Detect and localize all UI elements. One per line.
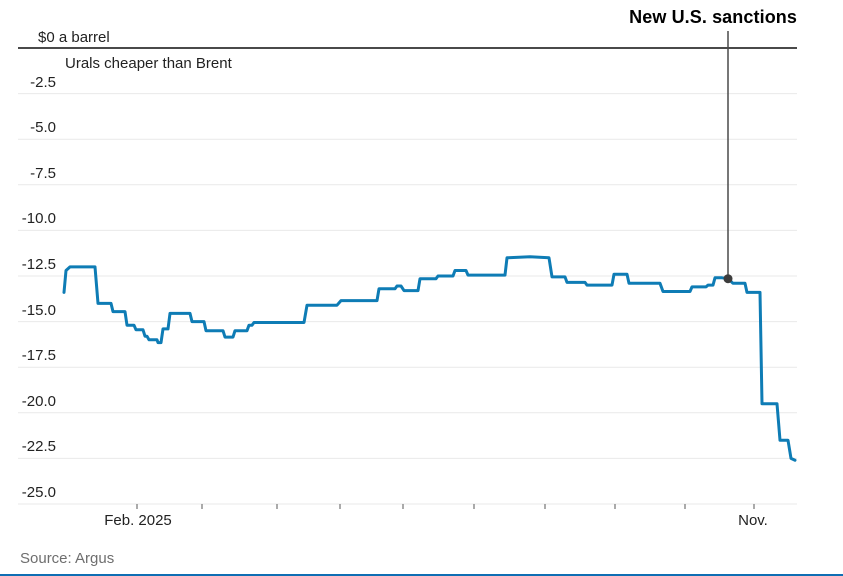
y-tick-label: -5.0 (30, 119, 56, 137)
y-tick-label: -25.0 (21, 484, 56, 501)
x-tick-label: Feb. 2025 (104, 512, 172, 529)
x-axis-ticks (136, 504, 755, 509)
y-tick-label: -17.5 (21, 347, 56, 365)
y-tick-label: -10.0 (21, 210, 56, 228)
y-tick-label: -2.5 (30, 73, 56, 91)
y-tick-label: -7.5 (30, 164, 56, 182)
gridlines (18, 93, 797, 505)
y-tick-label: -20.0 (21, 392, 56, 410)
x-tick-label: Nov. (738, 512, 768, 529)
y-tick-label: -22.5 (21, 438, 56, 456)
annotation-title: New U.S. sanctions (629, 7, 797, 27)
source-label: Source: Argus (20, 550, 115, 567)
zero-axis-label: $0 a barrel (38, 29, 110, 46)
y-tick-label: -15.0 (21, 301, 56, 319)
annotation-dot (723, 274, 733, 284)
chart-note: Urals cheaper than Brent (65, 55, 232, 72)
series-line (62, 255, 797, 462)
y-tick-label: -12.5 (21, 256, 56, 273)
